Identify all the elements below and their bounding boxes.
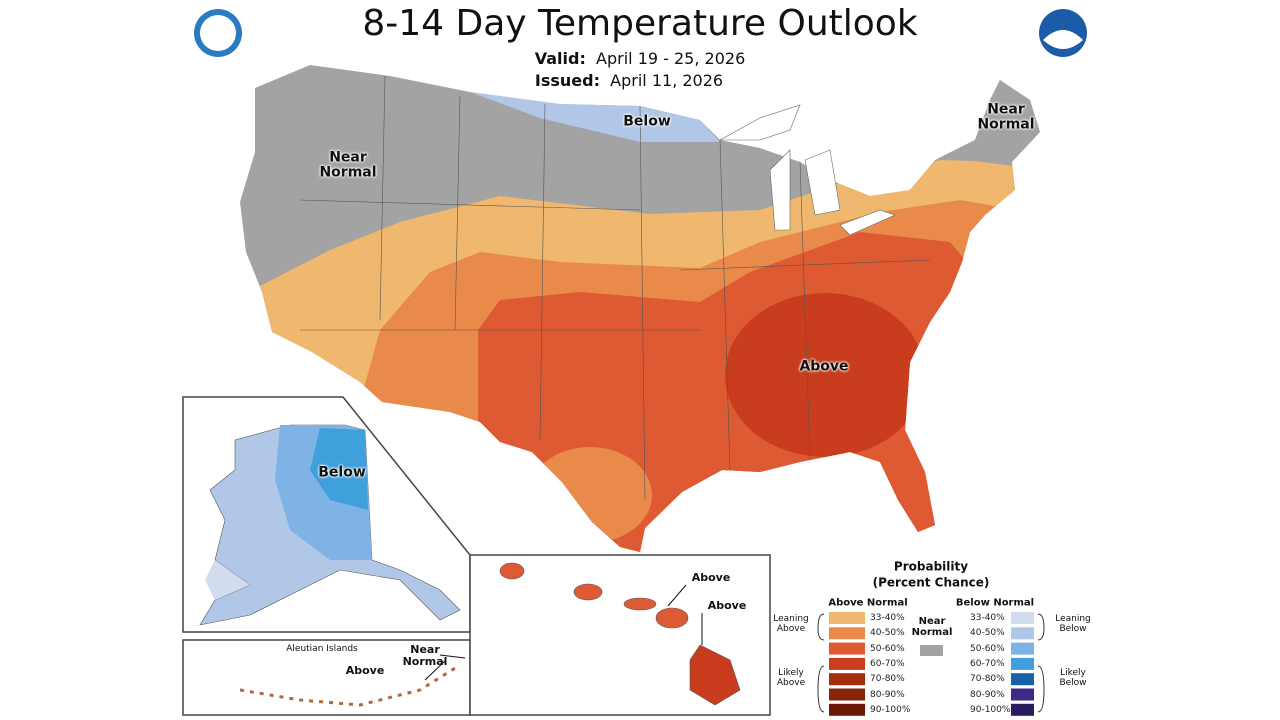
map-label: Below [318, 464, 366, 481]
legend-label: 90-100% [870, 704, 911, 715]
legend-title: (Percent Chance) [872, 575, 990, 590]
legend-swatch [829, 657, 865, 670]
legend-swatch [829, 627, 865, 640]
title: 8-14 Day Temperature Outlook [362, 3, 918, 45]
hawaii-pointers [667, 584, 703, 645]
issued-label: Issued: [534, 71, 601, 91]
legend-brace [817, 613, 825, 713]
issued-line: Issued: April 11, 2026 [535, 72, 723, 90]
legend-heading: Near Normal [911, 616, 953, 638]
legend-swatch [829, 642, 865, 655]
valid-dates: April 19 - 25, 2026 [596, 49, 746, 69]
hawaii-islands [499, 562, 741, 706]
map-label: Above [799, 358, 849, 375]
map-label: Above [707, 598, 747, 612]
issued-date: April 11, 2026 [610, 71, 724, 91]
doc-logo-inner [200, 15, 236, 51]
legend-swatch [1011, 642, 1034, 655]
map-label: Near Normal [402, 642, 448, 668]
legend-note: Leaning Below [1055, 614, 1091, 634]
legend-brace [1037, 613, 1045, 713]
legend-swatch [1011, 657, 1034, 670]
legend-label: 40-50% [870, 628, 905, 639]
noaa-logo-wave [1043, 30, 1083, 49]
legend-label: 60-70% [970, 658, 1005, 669]
legend-label: 80-90% [870, 689, 905, 700]
legend-swatch [920, 645, 943, 656]
legend-swatch [1011, 612, 1034, 624]
valid-label: Valid: [534, 49, 586, 69]
map-label: Aleutian Islands [286, 644, 358, 655]
legend-label: 50-60% [870, 643, 905, 654]
valid-line: Valid: April 19 - 25, 2026 [535, 50, 746, 68]
legend-swatch [829, 612, 865, 624]
map-label: Near Normal [977, 101, 1035, 133]
legend-label: 70-80% [970, 674, 1005, 685]
legend-label: 70-80% [870, 674, 905, 685]
legend-swatch [829, 703, 865, 716]
legend-note: Likely Above [776, 668, 806, 688]
legend-swatch [1011, 673, 1034, 686]
legend-swatch [829, 688, 865, 701]
legend-label: 40-50% [970, 628, 1005, 639]
legend-title: Probability [893, 559, 969, 574]
legend-label: 33-40% [870, 613, 905, 623]
legend-label: 50-60% [970, 643, 1005, 654]
great-lakes [719, 104, 896, 236]
legend-heading: Above Normal [828, 597, 908, 609]
map-label: Above [345, 663, 385, 677]
legend [817, 612, 1045, 716]
map-label: Above [691, 570, 731, 584]
legend-label: 33-40% [970, 613, 1005, 623]
legend-label: 80-90% [970, 689, 1005, 700]
legend-heading: Below Normal [955, 597, 1035, 609]
map-label: Near Normal [319, 149, 377, 181]
legend-swatch [1011, 703, 1034, 716]
aleutian-islands [239, 663, 461, 707]
legend-note: Leaning Above [773, 614, 809, 634]
alaska-core [310, 428, 368, 510]
legend-swatch [1011, 627, 1034, 640]
legend-note: Likely Below [1059, 668, 1087, 688]
map-label: Below [623, 113, 671, 130]
legend-swatch [1011, 688, 1034, 701]
aleutian-pointers [424, 654, 466, 681]
alaska-lean [205, 560, 250, 600]
legend-label: 60-70% [870, 658, 905, 669]
legend-label: 90-100% [970, 704, 1011, 715]
legend-swatch [829, 673, 865, 686]
state-lines [299, 75, 931, 501]
